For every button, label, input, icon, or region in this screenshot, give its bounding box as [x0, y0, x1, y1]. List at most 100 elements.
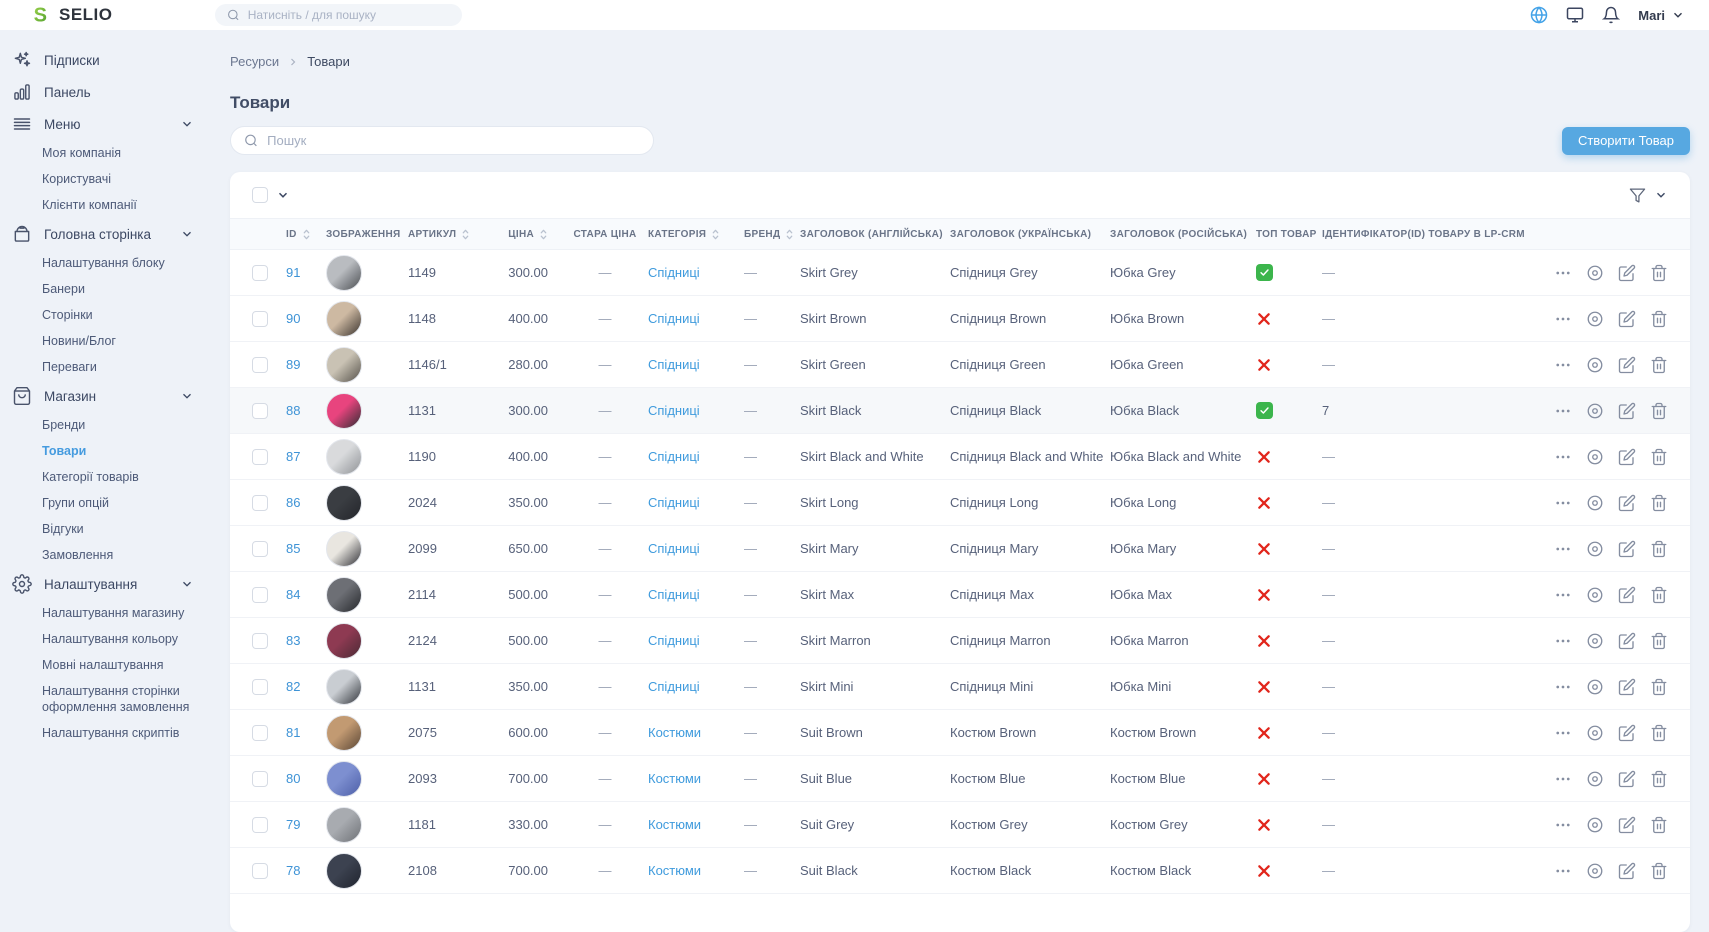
sidebar-subitem-Клієнти компанії[interactable]: Клієнти компанії	[42, 192, 196, 218]
product-id-link[interactable]: 87	[286, 449, 300, 464]
more-actions-icon[interactable]	[1554, 494, 1572, 512]
category-link[interactable]: Спідниці	[648, 633, 700, 648]
delete-icon[interactable]	[1650, 586, 1668, 604]
more-actions-icon[interactable]	[1554, 862, 1572, 880]
view-icon[interactable]	[1586, 862, 1604, 880]
sidebar-subitem-Банери[interactable]: Банери	[42, 276, 196, 302]
column-header-price[interactable]: ЦІНА	[492, 228, 562, 241]
sidebar-item-Головна сторінка[interactable]: Головна сторінка	[10, 218, 196, 250]
view-icon[interactable]	[1586, 356, 1604, 374]
sort-icon[interactable]	[302, 228, 311, 241]
row-checkbox[interactable]	[252, 311, 268, 327]
delete-icon[interactable]	[1650, 770, 1668, 788]
edit-icon[interactable]	[1618, 356, 1636, 374]
delete-icon[interactable]	[1650, 264, 1668, 282]
category-link[interactable]: Спідниці	[648, 587, 700, 602]
product-id-link[interactable]: 80	[286, 771, 300, 786]
more-actions-icon[interactable]	[1554, 402, 1572, 420]
view-icon[interactable]	[1586, 494, 1604, 512]
column-header-article[interactable]: АРТИКУЛ	[408, 228, 492, 241]
category-link[interactable]: Спідниці	[648, 495, 700, 510]
product-id-link[interactable]: 91	[286, 265, 300, 280]
view-icon[interactable]	[1586, 678, 1604, 696]
edit-icon[interactable]	[1618, 862, 1636, 880]
category-link[interactable]: Спідниці	[648, 403, 700, 418]
product-image[interactable]	[326, 715, 362, 751]
global-search[interactable]	[215, 4, 462, 26]
edit-icon[interactable]	[1618, 678, 1636, 696]
product-image[interactable]	[326, 853, 362, 889]
sort-icon[interactable]	[461, 228, 470, 241]
row-checkbox[interactable]	[252, 679, 268, 695]
global-search-input[interactable]	[248, 8, 450, 22]
view-icon[interactable]	[1586, 448, 1604, 466]
sort-icon[interactable]	[711, 228, 720, 241]
view-icon[interactable]	[1586, 586, 1604, 604]
more-actions-icon[interactable]	[1554, 540, 1572, 558]
row-checkbox[interactable]	[252, 357, 268, 373]
edit-icon[interactable]	[1618, 310, 1636, 328]
sidebar-subitem-Налаштування кольору[interactable]: Налаштування кольору	[42, 626, 196, 652]
product-id-link[interactable]: 86	[286, 495, 300, 510]
category-link[interactable]: Спідниці	[648, 265, 700, 280]
sort-icon[interactable]	[785, 228, 794, 241]
sidebar-item-Панель[interactable]: Панель	[10, 76, 196, 108]
chevron-down-icon[interactable]	[276, 188, 290, 202]
more-actions-icon[interactable]	[1554, 632, 1572, 650]
edit-icon[interactable]	[1618, 402, 1636, 420]
sidebar-subitem-Моя компанія[interactable]: Моя компанія	[42, 140, 196, 166]
view-icon[interactable]	[1586, 724, 1604, 742]
row-checkbox[interactable]	[252, 265, 268, 281]
product-id-link[interactable]: 78	[286, 863, 300, 878]
delete-icon[interactable]	[1650, 540, 1668, 558]
product-image[interactable]	[326, 255, 362, 291]
product-id-link[interactable]: 88	[286, 403, 300, 418]
category-link[interactable]: Спідниці	[648, 679, 700, 694]
row-checkbox[interactable]	[252, 771, 268, 787]
sidebar-subitem-Товари[interactable]: Товари	[42, 438, 196, 464]
product-id-link[interactable]: 89	[286, 357, 300, 372]
sidebar-subitem-Замовлення[interactable]: Замовлення	[42, 542, 196, 568]
table-search-input[interactable]	[267, 133, 640, 148]
category-link[interactable]: Костюми	[648, 863, 701, 878]
edit-icon[interactable]	[1618, 540, 1636, 558]
more-actions-icon[interactable]	[1554, 310, 1572, 328]
delete-icon[interactable]	[1650, 724, 1668, 742]
delete-icon[interactable]	[1650, 678, 1668, 696]
category-link[interactable]: Спідниці	[648, 541, 700, 556]
product-id-link[interactable]: 90	[286, 311, 300, 326]
column-header-id[interactable]: ID	[286, 228, 326, 241]
delete-icon[interactable]	[1650, 494, 1668, 512]
bell-icon[interactable]	[1602, 6, 1620, 24]
category-link[interactable]: Костюми	[648, 817, 701, 832]
category-link[interactable]: Костюми	[648, 725, 701, 740]
sidebar-item-Підписки[interactable]: Підписки	[10, 44, 196, 76]
product-id-link[interactable]: 83	[286, 633, 300, 648]
view-icon[interactable]	[1586, 816, 1604, 834]
edit-icon[interactable]	[1618, 586, 1636, 604]
column-header-category[interactable]: КАТЕГОРІЯ	[648, 228, 744, 241]
product-image[interactable]	[326, 347, 362, 383]
more-actions-icon[interactable]	[1554, 816, 1572, 834]
edit-icon[interactable]	[1618, 724, 1636, 742]
sidebar-subitem-Групи опцій[interactable]: Групи опцій	[42, 490, 196, 516]
delete-icon[interactable]	[1650, 402, 1668, 420]
category-link[interactable]: Костюми	[648, 771, 701, 786]
product-id-link[interactable]: 82	[286, 679, 300, 694]
edit-icon[interactable]	[1618, 448, 1636, 466]
row-checkbox[interactable]	[252, 863, 268, 879]
product-image[interactable]	[326, 393, 362, 429]
edit-icon[interactable]	[1618, 494, 1636, 512]
row-checkbox[interactable]	[252, 587, 268, 603]
delete-icon[interactable]	[1650, 310, 1668, 328]
create-product-button[interactable]: Створити Товар	[1562, 127, 1690, 155]
more-actions-icon[interactable]	[1554, 724, 1572, 742]
category-link[interactable]: Спідниці	[648, 357, 700, 372]
product-image[interactable]	[326, 439, 362, 475]
edit-icon[interactable]	[1618, 770, 1636, 788]
product-image[interactable]	[326, 301, 362, 337]
logo[interactable]: S SELIO	[0, 5, 205, 25]
product-image[interactable]	[326, 807, 362, 843]
view-icon[interactable]	[1586, 310, 1604, 328]
edit-icon[interactable]	[1618, 816, 1636, 834]
